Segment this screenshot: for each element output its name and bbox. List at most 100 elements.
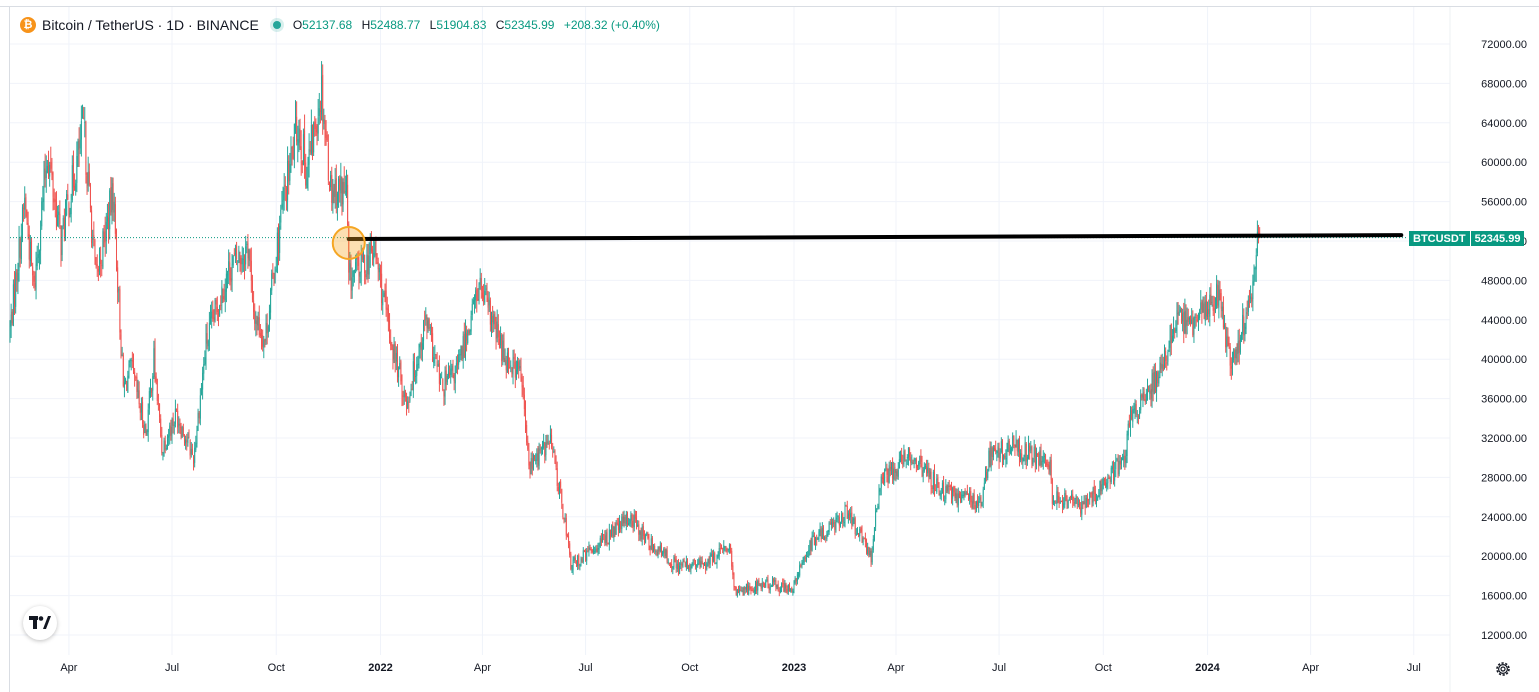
candle-body [519, 365, 521, 369]
candle-body [333, 188, 335, 197]
candle-body [360, 251, 362, 273]
candle-body [1062, 500, 1064, 508]
candle-body [940, 492, 942, 495]
candle-body [604, 535, 606, 543]
x-tick-label: Apr [60, 662, 77, 674]
candle-body [77, 140, 79, 156]
candle-body [791, 588, 793, 593]
candle-body [117, 267, 119, 293]
candle-body [1158, 376, 1160, 384]
candle-body [1123, 455, 1125, 461]
candle-body [1072, 494, 1074, 502]
candle-body [191, 448, 193, 455]
candle-body [369, 243, 371, 255]
candle-body [61, 225, 63, 256]
candle-body [1040, 450, 1042, 465]
candle-body [557, 486, 559, 492]
candle-body [1167, 352, 1169, 362]
candle-body [522, 385, 524, 395]
candle-body [850, 513, 852, 518]
candle-body [637, 524, 639, 527]
candle-body [31, 240, 33, 264]
candle-body [607, 543, 609, 545]
candle-body [545, 442, 547, 455]
candle-body [366, 254, 368, 275]
candle-body [573, 557, 575, 561]
candle-body [44, 168, 46, 180]
candle-body [376, 253, 378, 260]
candle-body [1103, 478, 1105, 482]
candle-body [660, 544, 662, 556]
x-tick-label: 2022 [368, 662, 392, 674]
candle-body [845, 505, 847, 507]
candle-body [1142, 393, 1144, 400]
candle-body [1039, 450, 1041, 465]
candle-body [608, 529, 610, 545]
candle-body [104, 231, 106, 243]
candle-body [1251, 297, 1253, 302]
candle-body [483, 295, 485, 300]
highlight-circle-marker[interactable] [331, 225, 366, 260]
candle-body [479, 277, 481, 285]
candle-body [975, 502, 977, 510]
candle-body [894, 466, 896, 473]
candle-body [866, 541, 868, 553]
candle-body [998, 447, 1000, 461]
candle-body [978, 501, 980, 506]
candle-body [443, 391, 445, 397]
candle-body [1200, 302, 1202, 310]
gear-icon[interactable] [1494, 660, 1512, 678]
price-axis[interactable]: 12000.00 16000.00 20000.00 24000.00 28000.00… [1481, 39, 1527, 642]
candle-body [692, 559, 694, 566]
candle-body [553, 451, 555, 453]
trendline[interactable] [346, 233, 1404, 242]
candle-body [595, 548, 597, 552]
candle-body [914, 458, 916, 462]
candle-body [953, 486, 955, 493]
candle-body [1254, 268, 1256, 270]
candle-body [357, 256, 359, 267]
candle-body [491, 314, 493, 326]
candle-body [108, 217, 110, 231]
candle-body [952, 487, 954, 499]
candle-body [587, 550, 589, 552]
candle-body [844, 505, 846, 522]
candle-body [162, 452, 164, 455]
candle-body [988, 450, 990, 470]
candle-body [407, 401, 409, 409]
candle-body [1100, 480, 1102, 492]
candle-body [758, 580, 760, 584]
market-status-icon[interactable] [272, 21, 281, 29]
candle-body [543, 441, 545, 449]
candle-body [169, 425, 171, 436]
candle-body [481, 292, 483, 298]
candle-body [149, 385, 151, 391]
candle-body [907, 448, 909, 458]
candle-body [931, 487, 933, 489]
tradingview-logo-icon[interactable] [23, 606, 57, 640]
time-axis[interactable]: Apr Jul Oct 2022 Apr Jul Oct 2023 Apr Jul Oct 2024 A… [60, 662, 1420, 674]
candle-body [994, 447, 996, 450]
candle-body [82, 114, 84, 119]
candle-body [808, 549, 810, 557]
candle-body [628, 523, 630, 526]
candle-body [1131, 410, 1133, 420]
candle-body [739, 589, 741, 592]
candle-body [11, 311, 13, 324]
candle-body [922, 470, 924, 477]
candle-body [79, 139, 81, 149]
candle-body [233, 253, 235, 255]
symbol-title[interactable]: Bitcoin / TetherUS · 1D · BINANCE [42, 17, 259, 33]
y-tick-label: 28000.00 [1481, 472, 1527, 484]
candle-body [224, 289, 226, 301]
candle-body [762, 583, 764, 585]
candle-body [256, 318, 258, 328]
candle-body [434, 354, 436, 356]
candle-body [1225, 326, 1227, 348]
candle-body [987, 469, 989, 478]
candle-body [33, 275, 35, 282]
candle-body [330, 175, 332, 188]
candle-body [1161, 363, 1163, 369]
